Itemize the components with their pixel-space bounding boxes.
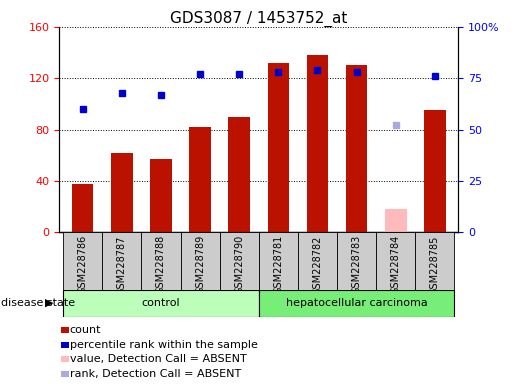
Text: count: count <box>70 325 101 335</box>
Bar <box>346 65 367 232</box>
Text: GSM228782: GSM228782 <box>313 235 322 295</box>
Bar <box>268 63 289 232</box>
Bar <box>298 232 337 290</box>
Text: hepatocellular carcinoma: hepatocellular carcinoma <box>286 298 427 308</box>
Bar <box>220 232 259 290</box>
Bar <box>63 232 102 290</box>
Text: GSM228785: GSM228785 <box>430 235 440 295</box>
Bar <box>190 127 211 232</box>
Text: control: control <box>142 298 180 308</box>
Text: GSM228786: GSM228786 <box>78 235 88 295</box>
Text: GSM228787: GSM228787 <box>117 235 127 295</box>
Bar <box>376 232 415 290</box>
Text: value, Detection Call = ABSENT: value, Detection Call = ABSENT <box>70 354 246 364</box>
Text: ▶: ▶ <box>45 298 54 308</box>
Title: GDS3087 / 1453752_at: GDS3087 / 1453752_at <box>170 11 348 27</box>
Text: GSM228784: GSM228784 <box>391 235 401 295</box>
Bar <box>307 55 328 232</box>
Text: GSM228781: GSM228781 <box>273 235 283 295</box>
Bar <box>385 209 406 232</box>
Bar <box>181 232 220 290</box>
Bar <box>63 290 259 317</box>
Bar <box>259 290 454 317</box>
Bar <box>424 110 445 232</box>
Text: GSM228790: GSM228790 <box>234 235 244 295</box>
Bar <box>72 184 93 232</box>
Bar <box>142 232 181 290</box>
Bar <box>337 232 376 290</box>
Bar <box>150 159 171 232</box>
Text: percentile rank within the sample: percentile rank within the sample <box>70 340 258 350</box>
Text: rank, Detection Call = ABSENT: rank, Detection Call = ABSENT <box>70 369 241 379</box>
Bar <box>259 232 298 290</box>
Bar <box>229 117 250 232</box>
Text: GSM228783: GSM228783 <box>352 235 362 295</box>
Text: disease state: disease state <box>1 298 75 308</box>
Bar <box>415 232 454 290</box>
Bar <box>111 153 132 232</box>
Bar <box>102 232 142 290</box>
Text: GSM228788: GSM228788 <box>156 235 166 295</box>
Text: GSM228789: GSM228789 <box>195 235 205 295</box>
